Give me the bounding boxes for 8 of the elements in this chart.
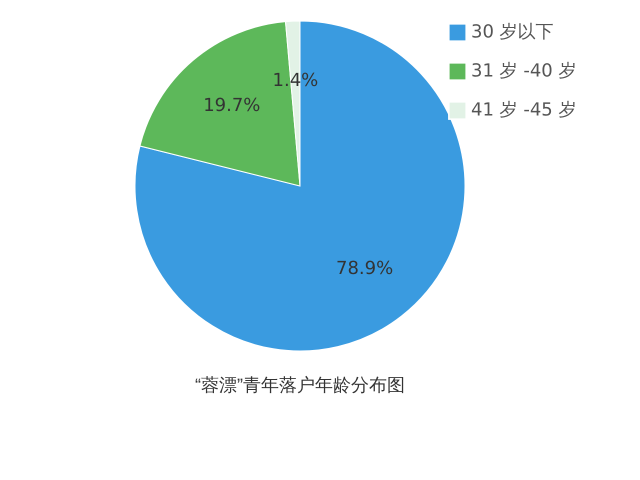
text: “蓉漂”青年落户年龄分布图 xyxy=(195,375,405,395)
data-label: 19.7% xyxy=(203,95,260,116)
legend-label: 31 岁 -40 岁 xyxy=(471,60,576,82)
pie-slice xyxy=(134,20,466,352)
legend-label: 30 岁以下 xyxy=(471,22,554,42)
data-label: 1.4% xyxy=(272,70,318,92)
legend-label: 41 岁 -45 岁 xyxy=(471,100,576,120)
data-label: 78.9% xyxy=(336,258,394,279)
